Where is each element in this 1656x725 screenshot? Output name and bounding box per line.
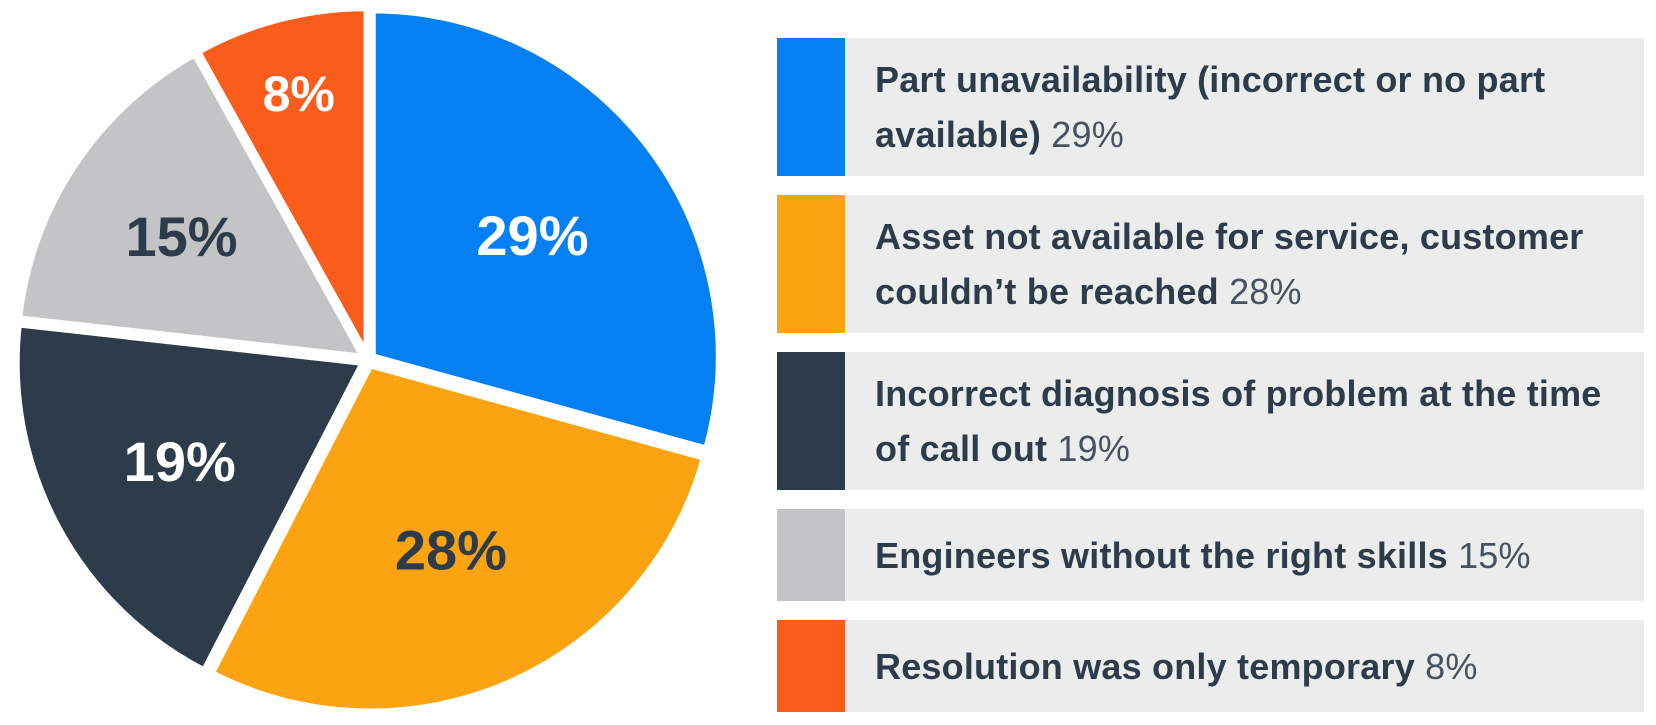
legend-row-background: Asset not available for service, custome… <box>845 195 1644 333</box>
legend-swatch <box>777 38 845 176</box>
legend-row-background: Engineers without the right skills 15% <box>845 509 1644 601</box>
legend-row-background: Incorrect diagnosis of problem at the ti… <box>845 352 1644 490</box>
pie-slice-label: 28% <box>395 519 507 582</box>
legend-label-text: Engineers without the right skills <box>875 534 1448 576</box>
legend-row-background: Resolution was only temporary 8% <box>845 620 1644 712</box>
legend-label-text: Incorrect diagnosis of problem at the ti… <box>875 373 1602 469</box>
pie-chart: 29% 28% 19% 15% 8% <box>13 5 722 715</box>
legend-label: Asset not available for service, custome… <box>875 209 1636 319</box>
legend-label: Incorrect diagnosis of problem at the ti… <box>875 366 1636 476</box>
legend-value: 29% <box>1051 114 1124 155</box>
pie-slice <box>369 7 722 452</box>
legend-item: Asset not available for service, custome… <box>777 195 1644 333</box>
legend-label-text: Part unavailability (incorrect or no par… <box>875 59 1546 155</box>
legend-value: 8% <box>1425 645 1478 687</box>
legend-item: Resolution was only temporary 8% <box>777 620 1644 712</box>
legend-row-background: Part unavailability (incorrect or no par… <box>845 38 1644 176</box>
legend-swatch <box>777 352 845 490</box>
legend-label: Resolution was only temporary 8% <box>875 639 1478 694</box>
legend-value: 28% <box>1229 271 1302 312</box>
pie-slice-label: 8% <box>263 66 335 122</box>
legend-item: Engineers without the right skills 15% <box>777 509 1644 601</box>
legend-swatch <box>777 509 845 601</box>
legend-swatch <box>777 620 845 712</box>
legend: Part unavailability (incorrect or no par… <box>777 38 1644 712</box>
pie-slice-label: 19% <box>124 430 236 493</box>
legend-label: Engineers without the right skills 15% <box>875 528 1531 583</box>
pie-slice <box>195 5 370 358</box>
legend-value: 19% <box>1057 428 1131 469</box>
legend-label-text: Resolution was only temporary <box>875 645 1415 687</box>
legend-item: Incorrect diagnosis of problem at the ti… <box>777 352 1644 490</box>
legend-item: Part unavailability (incorrect or no par… <box>777 38 1644 176</box>
legend-swatch <box>777 195 845 333</box>
legend-label: Part unavailability (incorrect or no par… <box>875 52 1636 162</box>
pie-slice-label: 15% <box>125 205 237 268</box>
legend-value: 15% <box>1458 534 1531 576</box>
pie-slice <box>13 321 366 674</box>
pie-slice <box>208 362 707 715</box>
legend-label-text: Asset not available for service, custome… <box>875 216 1584 312</box>
pie-slice <box>16 51 367 360</box>
pie-slice-label: 29% <box>476 204 588 267</box>
